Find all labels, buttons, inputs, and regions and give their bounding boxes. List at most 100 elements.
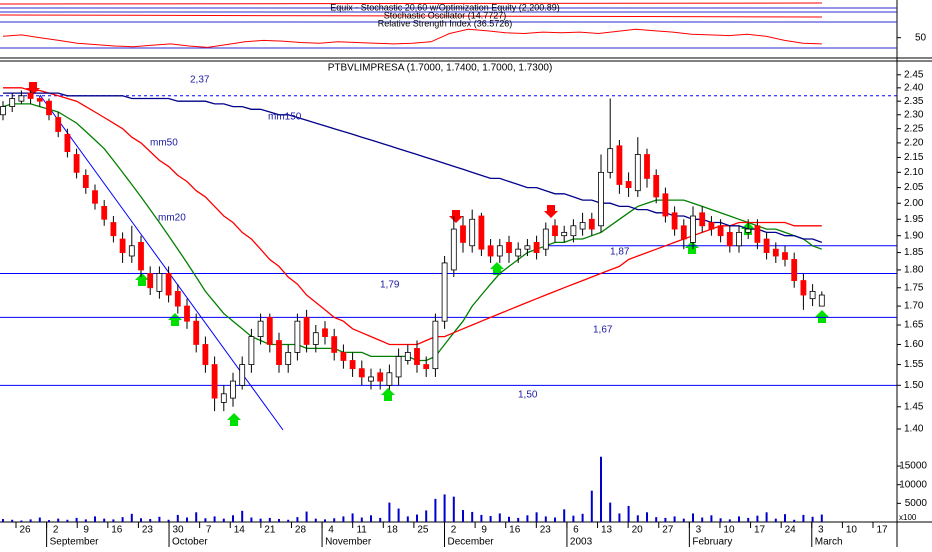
volume-bar <box>324 519 326 522</box>
volume-bar <box>241 510 244 522</box>
x-tick-label: 27 <box>662 525 674 536</box>
moving-average <box>2 103 823 362</box>
volume-bar <box>673 516 676 522</box>
buy-arrow <box>685 241 699 254</box>
volume-bar <box>802 514 805 522</box>
volume-bar <box>434 498 437 522</box>
x-tick-label: 17 <box>754 525 766 536</box>
x-tick-label: 18 <box>387 525 399 536</box>
candle-body <box>690 215 696 243</box>
y-tick-label: 15000 <box>899 461 927 472</box>
volume-bar <box>333 518 336 522</box>
candle-body <box>18 95 25 102</box>
y-tick-label: 1.75 <box>904 282 924 293</box>
volume-bar <box>222 518 225 522</box>
indicator-line <box>0 14 823 18</box>
candle-body <box>0 106 6 116</box>
volume-bar <box>287 519 290 522</box>
sell-signals <box>26 82 558 223</box>
buy-arrow <box>227 413 241 426</box>
candle-body <box>800 280 807 296</box>
candle-body <box>561 231 568 237</box>
x-tick-label: 17 <box>876 525 888 536</box>
x-tick-label: 23 <box>540 525 552 536</box>
candle-body <box>533 241 540 253</box>
candle-body <box>395 356 402 378</box>
x-tick-label: 2 <box>53 525 59 536</box>
candle-body <box>211 364 218 399</box>
x-tick-label: 9 <box>83 525 89 536</box>
volume-bar <box>765 512 768 522</box>
x-tick-label: 16 <box>111 525 123 536</box>
level-label: 1,67 <box>593 325 613 336</box>
candle-body <box>165 273 172 296</box>
volume-bar <box>11 519 14 522</box>
volume-bar <box>66 519 69 522</box>
volume-bar <box>747 517 750 522</box>
y-tick-label: 2.05 <box>904 182 924 193</box>
volume-bar <box>646 512 648 522</box>
volume-bar <box>360 517 363 522</box>
buy-arrow <box>490 262 504 275</box>
y-tick-label: 2.35 <box>904 96 924 107</box>
volume-bar <box>655 517 658 522</box>
level-label: 1,50 <box>518 390 538 401</box>
buy-arrow <box>381 388 395 401</box>
volume-bar <box>563 509 566 522</box>
candle-body <box>349 360 356 370</box>
candle-body <box>460 225 466 243</box>
candle-body <box>809 290 816 300</box>
candle-body <box>598 171 604 227</box>
candle-body <box>230 380 236 399</box>
volume-bar <box>600 456 602 522</box>
volume-bar <box>195 512 198 522</box>
candle-body <box>791 259 798 281</box>
x-tick-label: 13 <box>601 525 613 536</box>
x-month-label: October <box>172 537 208 547</box>
candle-body <box>708 222 715 230</box>
series-label: mm20 <box>158 213 186 224</box>
candle-body <box>285 352 292 365</box>
candle-body <box>699 212 706 227</box>
candle-body <box>110 222 117 237</box>
candle-body <box>82 174 89 189</box>
volume-bar <box>186 517 188 522</box>
y-tick-label: 50 <box>915 32 927 43</box>
x-month-label: December <box>448 537 495 547</box>
volume-bar <box>57 518 60 522</box>
volume-bar <box>572 515 575 522</box>
candle-body <box>653 174 660 198</box>
y-tick-label: 1.45 <box>904 401 924 412</box>
volume-bar <box>278 519 280 522</box>
buy-arrow <box>135 273 149 286</box>
candle-body <box>220 393 227 403</box>
y-tick-label: 1.90 <box>904 230 924 241</box>
candle-body <box>331 336 338 353</box>
volume-bar <box>728 519 731 522</box>
volume-bar <box>259 518 262 522</box>
candle-body <box>515 248 522 257</box>
volume-bar <box>820 514 823 522</box>
volume-bar <box>250 517 253 522</box>
candle-body <box>496 245 503 257</box>
level-label: 1,79 <box>380 280 400 291</box>
series-label: mm150 <box>268 112 302 123</box>
candle-body <box>625 181 632 189</box>
x-tick-label: 14 <box>234 525 246 536</box>
candle-body <box>542 228 549 250</box>
y-tick-label: 2.10 <box>904 167 924 178</box>
indicator-label: Stochastic Oscillator (14.7727) <box>384 10 507 20</box>
volume-bar <box>416 514 418 522</box>
candle-body <box>64 133 71 152</box>
volume-bar <box>20 520 23 522</box>
volume-bar <box>94 516 96 522</box>
volume-bar <box>268 517 271 522</box>
candle-body <box>588 218 595 230</box>
x-tick-label: 11 <box>356 525 367 536</box>
y-tick-label: 1.50 <box>904 380 924 391</box>
volume-bar <box>232 515 234 522</box>
series-label: mm50 <box>150 138 178 149</box>
candle-body <box>174 290 181 307</box>
